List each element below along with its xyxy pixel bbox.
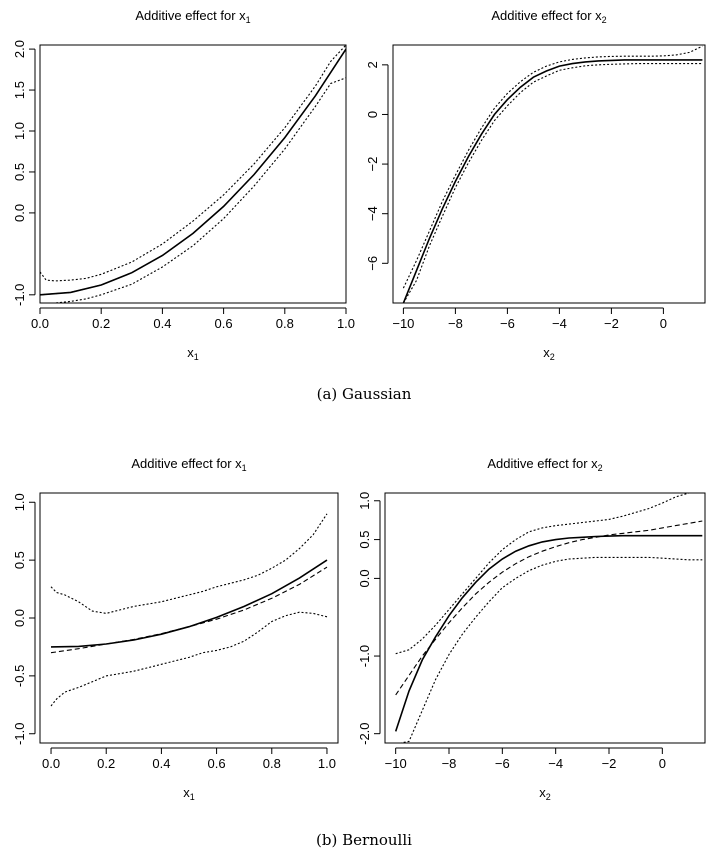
x-tick-label: 0.8 bbox=[276, 316, 294, 331]
series-line-dashed-1 bbox=[40, 48, 346, 296]
y-tick-label: 0.0 bbox=[12, 609, 27, 627]
y-tick-label: -1.0 bbox=[12, 723, 27, 745]
x-tick-label: 0 bbox=[659, 756, 666, 771]
x-tick-label: −6 bbox=[500, 316, 515, 331]
y-tick-label: 0.0 bbox=[357, 569, 372, 587]
y-tick-label: -1.0 bbox=[357, 645, 372, 667]
y-tick-label: 1.0 bbox=[12, 493, 27, 511]
x-tick-label: −10 bbox=[392, 316, 414, 331]
series-line-dotted-3 bbox=[40, 77, 346, 303]
caption-b: (b) Bernoulli bbox=[316, 831, 412, 849]
x-tick-label: −2 bbox=[602, 756, 617, 771]
y-tick-label: 0.5 bbox=[12, 551, 27, 569]
x-tick-label: 0.6 bbox=[208, 756, 226, 771]
x-axis-label: x1 bbox=[183, 785, 195, 802]
series-line-dashed-1 bbox=[395, 520, 703, 696]
series-line-dotted-2 bbox=[50, 513, 328, 614]
x-tick-label: −8 bbox=[448, 316, 463, 331]
series-line-dotted-2 bbox=[395, 493, 703, 655]
y-tick-label: −2 bbox=[365, 157, 380, 172]
x-tick-label: 0.4 bbox=[153, 316, 171, 331]
series-line-dotted-2 bbox=[402, 63, 703, 303]
x-tick-label: −2 bbox=[604, 316, 619, 331]
x-tick-label: 1.0 bbox=[337, 316, 355, 331]
series-line-dashed-1 bbox=[50, 566, 328, 654]
y-tick-label: 2 bbox=[365, 61, 380, 68]
panel-b-left: Additive effect for x1 0.0 0.2 0.4 0.6 0.8 1.0… bbox=[12, 456, 339, 802]
series-line-dotted-2 bbox=[40, 45, 346, 282]
y-tick-label: 0.5 bbox=[357, 531, 372, 549]
y-tick-label: −6 bbox=[365, 256, 380, 271]
panel-title: Additive effect for x2 bbox=[487, 456, 602, 473]
y-tick-label: 0.5 bbox=[12, 163, 27, 181]
x-tick-label: −4 bbox=[552, 316, 567, 331]
plot-frame bbox=[392, 44, 706, 304]
series-line-solid-0 bbox=[394, 534, 703, 732]
panel-title: Additive effect for x2 bbox=[491, 8, 606, 25]
y-tick-label: 2.0 bbox=[12, 40, 27, 58]
series-line-solid-0 bbox=[50, 559, 328, 648]
y-tick-label: −4 bbox=[365, 206, 380, 221]
x-tick-label: −10 bbox=[385, 756, 407, 771]
x-tick-label: −4 bbox=[548, 756, 563, 771]
panel-title: Additive effect for x1 bbox=[131, 456, 246, 473]
x-tick-label: −8 bbox=[442, 756, 457, 771]
y-tick-label: -1.0 bbox=[12, 284, 27, 306]
x-tick-label: 0.6 bbox=[215, 316, 233, 331]
plot-frame bbox=[39, 492, 339, 744]
x-tick-label: 0 bbox=[660, 316, 667, 331]
x-axis-label: x2 bbox=[539, 785, 551, 802]
y-tick-label: -0.5 bbox=[12, 665, 27, 687]
y-tick-label: 0.0 bbox=[12, 204, 27, 222]
y-tick-label: 0 bbox=[365, 111, 380, 118]
x-tick-label: −6 bbox=[495, 756, 510, 771]
panel-a-right: Additive effect for x2 −10 −8 −6 −4 −2 0 −6 −4 −2… bbox=[365, 8, 706, 362]
x-tick-label: 1.0 bbox=[318, 756, 336, 771]
x-tick-label: 0.2 bbox=[97, 756, 115, 771]
series-line-solid-0 bbox=[402, 59, 703, 303]
y-tick-label: 1.0 bbox=[357, 492, 372, 510]
panel-b-right: Additive effect for x2 −10 −8 −6 −4 −2 0 -2.0 -1… bbox=[357, 456, 706, 802]
x-tick-label: 0.0 bbox=[42, 756, 60, 771]
series-line-dotted-3 bbox=[50, 611, 328, 707]
panel-a-left: Additive effect for x1 0.0 0.2 0.4 0.6 0.8 1.0… bbox=[12, 8, 355, 362]
caption-a: (a) Gaussian bbox=[317, 385, 412, 403]
x-tick-label: 0.0 bbox=[31, 316, 49, 331]
y-tick-label: -2.0 bbox=[357, 722, 372, 744]
y-tick-label: 1.5 bbox=[12, 81, 27, 99]
series-line-solid-0 bbox=[40, 48, 346, 296]
x-tick-label: 0.2 bbox=[92, 316, 110, 331]
x-tick-label: 0.4 bbox=[152, 756, 170, 771]
plot-frame bbox=[39, 44, 347, 304]
panel-title: Additive effect for x1 bbox=[135, 8, 250, 25]
series-line-dotted-1 bbox=[402, 45, 703, 289]
y-tick-label: 1.0 bbox=[12, 122, 27, 140]
series-line-dotted-3 bbox=[395, 556, 703, 743]
x-axis-label: x1 bbox=[187, 345, 199, 362]
x-axis-label: x2 bbox=[543, 345, 555, 362]
x-tick-label: 0.8 bbox=[263, 756, 281, 771]
plot-frame bbox=[384, 492, 706, 744]
